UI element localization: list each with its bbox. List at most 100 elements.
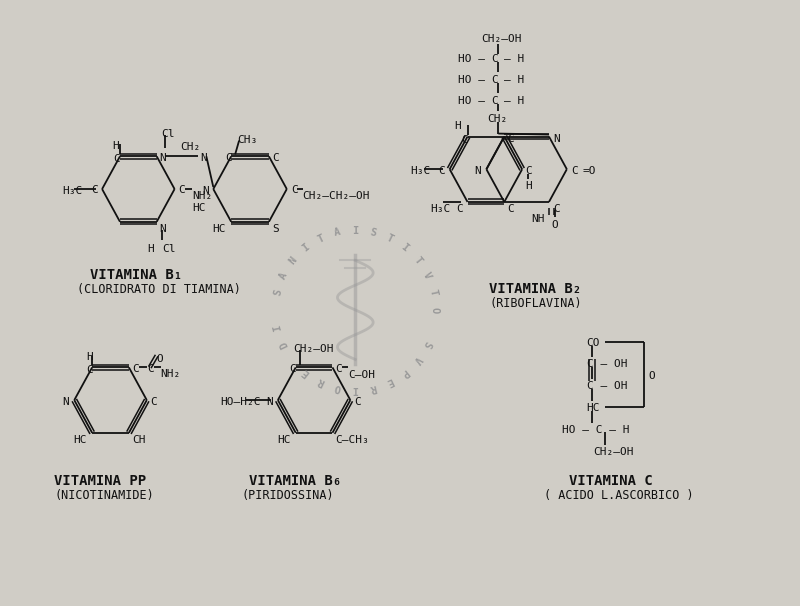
Text: C: C: [146, 364, 154, 375]
Text: C: C: [491, 96, 498, 106]
Text: C—OH: C—OH: [348, 370, 375, 381]
Text: C: C: [507, 204, 514, 214]
Text: C: C: [507, 133, 514, 144]
Text: VITAMINA PP: VITAMINA PP: [54, 474, 146, 488]
Text: C: C: [491, 55, 498, 64]
Text: HO—H₂C: HO—H₂C: [220, 397, 261, 407]
Text: O: O: [648, 371, 655, 381]
Text: CH₂—OH: CH₂—OH: [294, 344, 334, 354]
Text: I: I: [352, 384, 358, 394]
Text: A: A: [334, 227, 342, 238]
Text: ( ACIDO L.ASCORBICO ): ( ACIDO L.ASCORBICO ): [544, 489, 694, 502]
Text: N: N: [474, 166, 482, 176]
Text: S: S: [421, 339, 433, 349]
Text: C: C: [225, 153, 231, 164]
Text: C: C: [354, 397, 361, 407]
Text: C: C: [178, 185, 186, 195]
Text: C: C: [91, 185, 98, 195]
Text: NH₂: NH₂: [193, 191, 213, 201]
Text: HC: HC: [213, 224, 226, 234]
Text: H₃C: H₃C: [62, 186, 82, 196]
Text: — H: — H: [504, 96, 525, 106]
Text: E: E: [300, 366, 311, 378]
Text: N: N: [287, 255, 299, 266]
Text: O: O: [157, 353, 163, 364]
Text: O: O: [334, 382, 342, 393]
Text: CH₂: CH₂: [181, 142, 201, 153]
Text: R: R: [369, 382, 377, 393]
Text: H: H: [454, 121, 461, 131]
Text: H: H: [525, 181, 532, 191]
Text: C: C: [290, 364, 296, 375]
Text: CH₂—OH: CH₂—OH: [594, 447, 634, 457]
Text: A: A: [278, 270, 290, 281]
Text: C: C: [571, 166, 578, 176]
Text: H₃C: H₃C: [410, 166, 430, 176]
Text: S: S: [272, 224, 278, 234]
Text: (RIBOFLAVINA): (RIBOFLAVINA): [490, 297, 582, 310]
Text: NH: NH: [531, 214, 545, 224]
Text: HC: HC: [278, 435, 290, 445]
Text: N: N: [62, 397, 70, 407]
Text: (PIRIDOSSINA): (PIRIDOSSINA): [241, 489, 334, 502]
Text: S: S: [272, 288, 283, 296]
Text: HO —: HO —: [458, 75, 485, 85]
Text: C—CH₃: C—CH₃: [335, 435, 370, 445]
Text: C: C: [456, 204, 462, 214]
Text: C — OH: C — OH: [586, 359, 627, 370]
Text: N: N: [160, 224, 166, 234]
Text: C: C: [272, 153, 278, 164]
Text: =O: =O: [582, 166, 596, 176]
Text: VITAMINA B₁: VITAMINA B₁: [90, 268, 182, 282]
Text: P: P: [399, 366, 410, 378]
Text: C: C: [525, 166, 532, 176]
Text: T: T: [385, 233, 394, 244]
Text: C: C: [438, 166, 445, 176]
Text: HO — C — H: HO — C — H: [562, 425, 630, 435]
Text: T: T: [316, 233, 326, 244]
Text: I: I: [300, 242, 311, 254]
Text: O: O: [430, 307, 440, 313]
Text: HO —: HO —: [458, 96, 485, 106]
Text: T: T: [427, 288, 438, 296]
Text: VITAMINA B₆: VITAMINA B₆: [249, 474, 341, 488]
Text: CH₂: CH₂: [487, 114, 508, 124]
Text: C: C: [86, 365, 93, 376]
Text: CH₂—OH: CH₂—OH: [482, 35, 522, 44]
Text: NH₂: NH₂: [161, 370, 181, 379]
Text: H: H: [113, 141, 119, 150]
Text: N: N: [266, 397, 273, 407]
Text: C: C: [150, 397, 158, 407]
Text: (NICOTINAMIDE): (NICOTINAMIDE): [54, 489, 154, 502]
Text: V: V: [411, 354, 423, 365]
Text: C: C: [290, 185, 298, 195]
Text: I: I: [399, 242, 410, 254]
Text: Cl: Cl: [162, 128, 175, 139]
Text: CH₃: CH₃: [237, 135, 258, 145]
Text: HC: HC: [74, 435, 87, 445]
Text: C: C: [491, 75, 498, 85]
Text: H: H: [146, 244, 154, 253]
Text: T: T: [411, 255, 423, 266]
Text: C: C: [461, 135, 468, 145]
Text: C: C: [335, 364, 342, 375]
Text: VITAMINA C: VITAMINA C: [569, 474, 653, 488]
Text: VITAMINA B₂: VITAMINA B₂: [490, 282, 582, 296]
Text: O: O: [551, 220, 558, 230]
Text: HC: HC: [192, 203, 206, 213]
Text: V: V: [421, 270, 433, 281]
Text: — H: — H: [504, 75, 525, 85]
Text: C: C: [114, 155, 120, 164]
Text: HC: HC: [586, 403, 600, 413]
Text: H: H: [86, 351, 93, 362]
Text: HO —: HO —: [458, 55, 485, 64]
Text: N: N: [202, 186, 210, 196]
Text: I: I: [352, 225, 358, 236]
Text: I: I: [272, 324, 283, 331]
Text: H₃C: H₃C: [430, 204, 450, 214]
Text: N: N: [200, 153, 207, 164]
Text: C: C: [553, 204, 560, 214]
Text: E: E: [385, 376, 394, 387]
Text: C: C: [132, 364, 138, 375]
Text: C — OH: C — OH: [586, 381, 627, 391]
